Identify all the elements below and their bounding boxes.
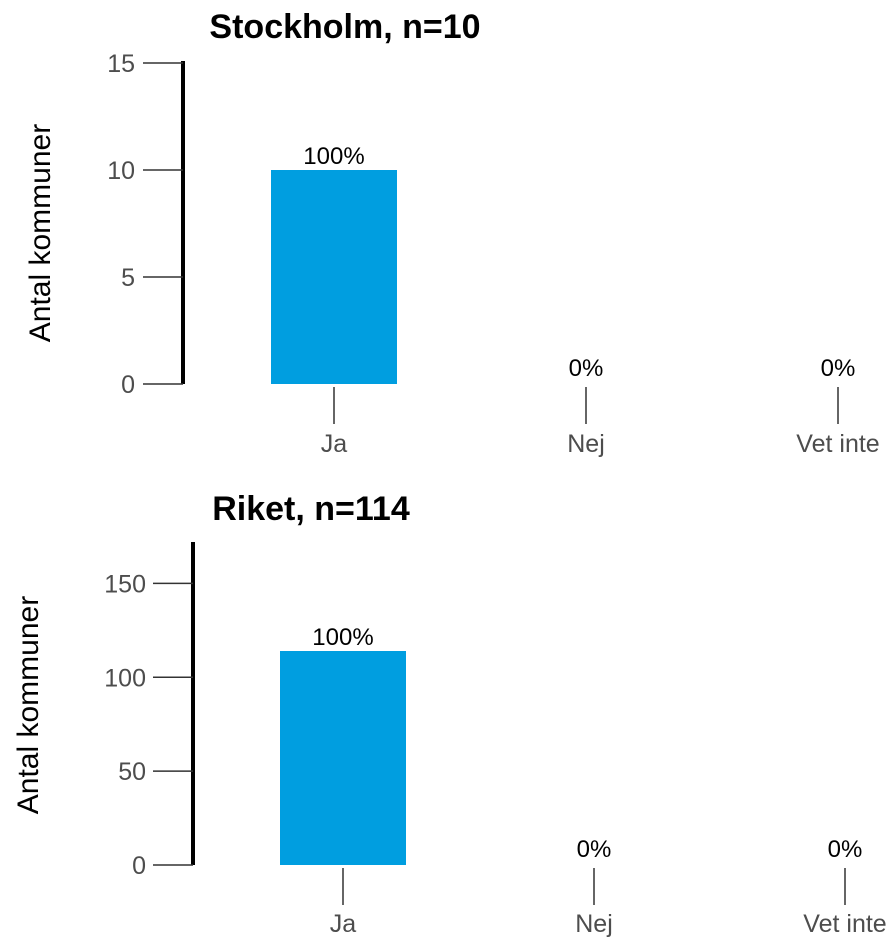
y-tick-label: 5: [121, 264, 135, 292]
x-tick-label: Ja: [330, 910, 357, 938]
y-tick-label: 150: [104, 570, 146, 598]
y-tick-label: 10: [107, 157, 135, 185]
y-tick-label: 0: [121, 371, 135, 399]
x-tick-label: Ja: [321, 430, 348, 458]
y-tick-label: 50: [118, 758, 146, 786]
bar-ja: [271, 170, 397, 384]
y-axis-label: Antal kommuner: [12, 596, 45, 814]
x-tick-label: Nej: [575, 910, 613, 938]
y-tick-label: 15: [107, 50, 135, 78]
x-tick-label: Nej: [567, 430, 605, 458]
bar-ja: [280, 651, 406, 865]
data-label: 0%: [577, 836, 612, 863]
y-tick-label: 0: [132, 852, 146, 880]
chart-title: Stockholm, n=10: [209, 8, 480, 46]
chart-title: Riket, n=114: [212, 490, 410, 528]
data-label: 100%: [303, 143, 364, 170]
x-tick-label: Vet inte: [796, 430, 879, 458]
x-tick-label: Vet inte: [803, 910, 886, 938]
y-tick-label: 100: [104, 664, 146, 692]
data-label: 0%: [821, 355, 856, 382]
data-label: 0%: [569, 355, 604, 382]
data-label: 0%: [828, 836, 863, 863]
y-axis-label: Antal kommuner: [24, 124, 57, 342]
data-label: 100%: [312, 624, 373, 651]
